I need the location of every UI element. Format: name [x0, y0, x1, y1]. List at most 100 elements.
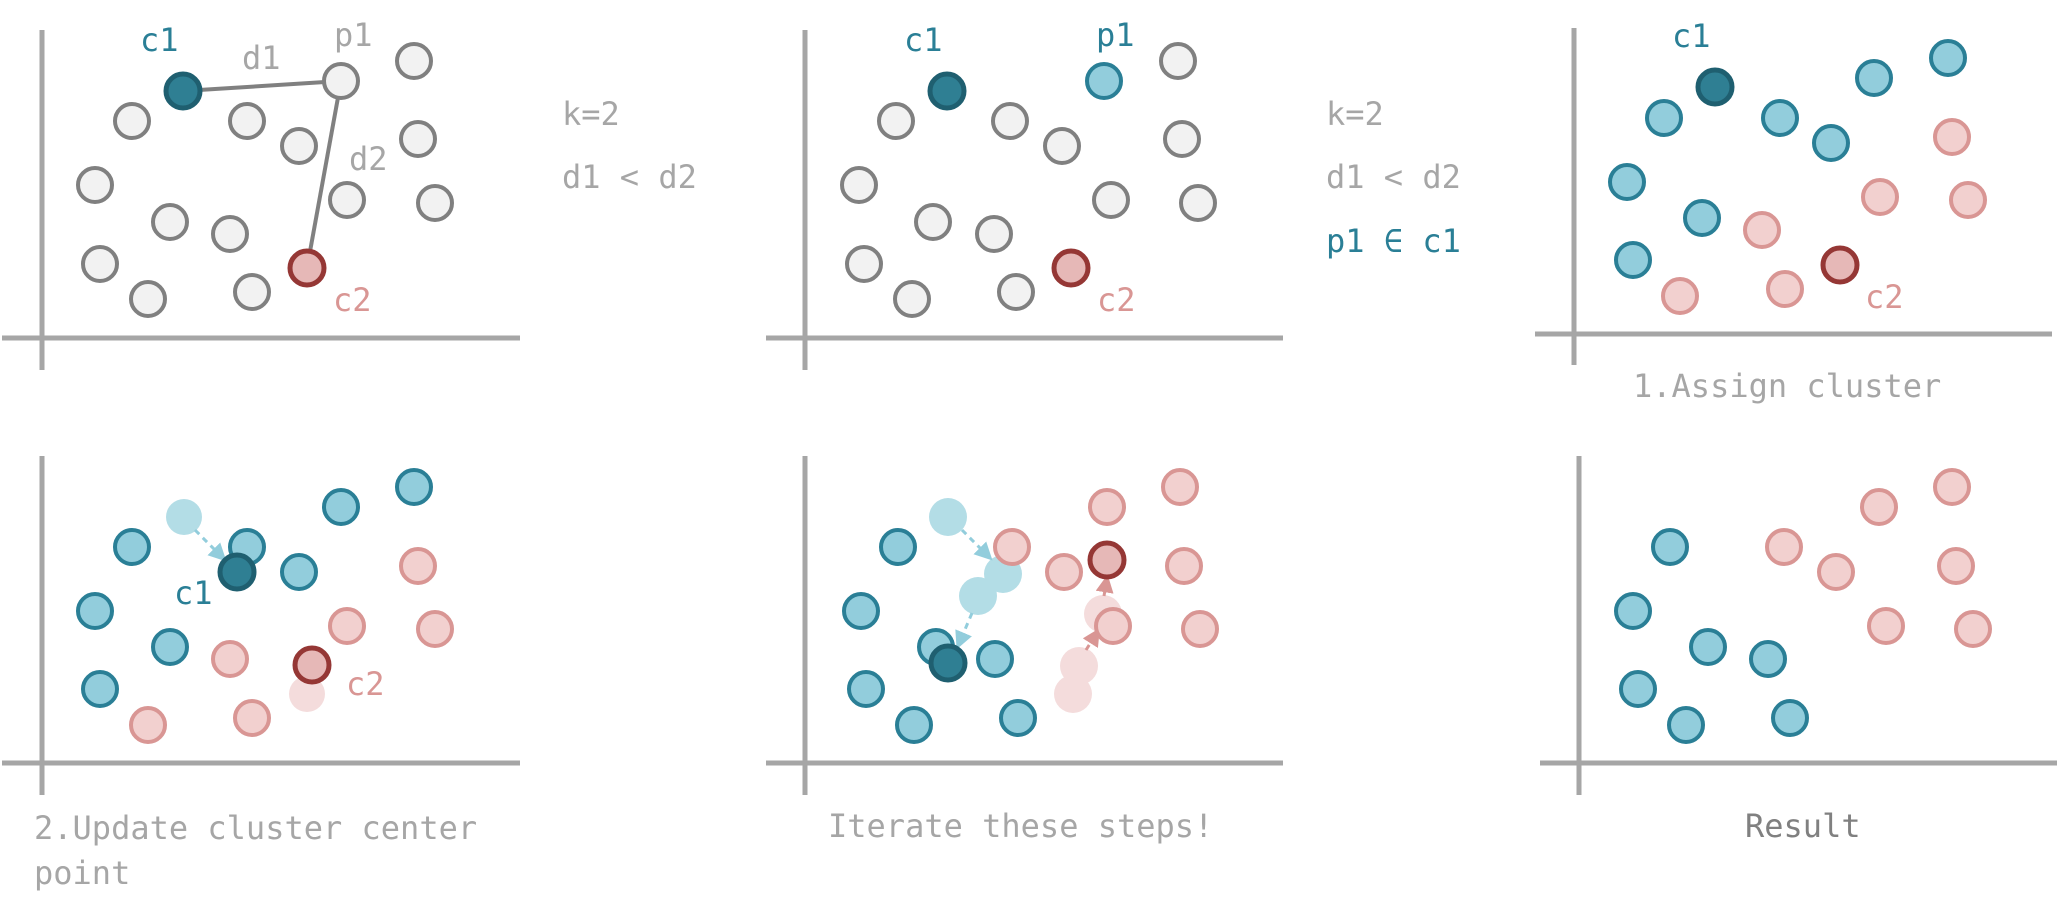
point: [129, 280, 167, 318]
point: [1619, 670, 1657, 708]
point: [280, 127, 318, 165]
note-2: k=2 d1 < d2 p1 ∈ c1: [1326, 95, 1461, 260]
point: [847, 670, 885, 708]
point: [1855, 59, 1893, 97]
point: [914, 203, 952, 241]
centroid-c2: [1087, 540, 1127, 580]
caption-assign: 1.Assign cluster: [1633, 367, 1941, 405]
panel-5-axes: [766, 456, 1283, 795]
old-centroid-c1: [166, 499, 202, 535]
panel-5-blue-points: [842, 528, 1037, 744]
centroid-c2: [287, 248, 327, 288]
panel-1-axes: [2, 30, 520, 370]
point: [113, 102, 151, 140]
point: [1861, 178, 1899, 216]
point: [1165, 547, 1203, 585]
centroid-c1: [1695, 67, 1735, 107]
point: [1683, 199, 1721, 237]
panel-3-axes: [1535, 28, 2052, 365]
panel-3-assign: c1 c2 1.Assign cluster: [1535, 17, 2052, 405]
note-1-compare: d1 < d2: [562, 158, 697, 196]
point: [1954, 610, 1992, 648]
ghost-centroids-c1: [929, 498, 1022, 615]
move-arrow-c1: [193, 528, 227, 562]
point: [1817, 553, 1855, 591]
point: [322, 488, 360, 526]
point: [211, 640, 249, 678]
point: [76, 166, 114, 204]
panel-3-red-points: [1661, 118, 1987, 315]
point: [975, 215, 1013, 253]
caption-iterate: Iterate these steps!: [828, 807, 1213, 845]
point: [1929, 39, 1967, 77]
point: [280, 553, 318, 591]
point: [997, 273, 1035, 311]
label-d2: d2: [349, 140, 388, 178]
centroid-c2: [292, 645, 332, 685]
point: [1937, 547, 1975, 585]
label-c2: c2: [1097, 281, 1136, 319]
point: [1949, 181, 1987, 219]
point: [1661, 277, 1699, 315]
point: [151, 203, 189, 241]
point: [893, 280, 931, 318]
label-p1: p1: [1096, 16, 1135, 54]
panel-6-result: Result: [1540, 456, 2057, 845]
panel-2-points: [840, 42, 1217, 318]
point: [1179, 184, 1217, 222]
point: [1933, 468, 1971, 506]
old-centroid-c2: [289, 676, 325, 712]
point: [81, 245, 119, 283]
point: [1933, 118, 1971, 156]
label-c1: c1: [1672, 17, 1711, 55]
point: [1608, 163, 1646, 201]
panel-5-red-points: [993, 468, 1219, 648]
point: [81, 670, 119, 708]
note-2-k: k=2: [1326, 95, 1384, 133]
point: [999, 699, 1037, 737]
d2-line: [305, 80, 343, 269]
panel-1-points: [76, 42, 454, 318]
panel-5-iterate: Iterate these steps!: [766, 456, 1283, 845]
point: [1765, 528, 1803, 566]
point: [877, 102, 915, 140]
point: [879, 528, 917, 566]
point: [1045, 553, 1083, 591]
point-p1: [322, 62, 360, 100]
panel-6-red-points: [1765, 468, 1992, 648]
point: [991, 102, 1029, 140]
label-c1: c1: [904, 21, 943, 59]
panel-4-axes: [2, 456, 520, 795]
point: [842, 592, 880, 630]
point: [228, 102, 266, 140]
panel-4-blue-points: [76, 468, 433, 708]
point: [1651, 528, 1689, 566]
path-arrow-c2-b: [1095, 574, 1114, 597]
point: [151, 628, 189, 666]
point: [399, 120, 437, 158]
point: [233, 273, 271, 311]
note-2-membership: p1 ∈ c1: [1326, 222, 1461, 260]
point: [895, 706, 933, 744]
point: [1159, 42, 1197, 80]
ghost-centroid: [959, 577, 997, 615]
point: [1667, 706, 1705, 744]
panel-4-update: c1 c2 2.Update cluster center point: [2, 456, 520, 892]
point: [1043, 127, 1081, 165]
caption-update-line-2: point: [34, 854, 130, 892]
panel-6-axes: [1540, 456, 2057, 795]
caption-update-line-1: 2.Update cluster center: [34, 809, 477, 847]
point: [1749, 640, 1787, 678]
panel-3-blue-points: [1608, 39, 1967, 279]
point: [1743, 211, 1781, 249]
label-c2: c2: [333, 281, 372, 319]
label-p1: p1: [334, 16, 373, 54]
point: [1614, 592, 1652, 630]
path-arrow-c2-a: [1082, 627, 1100, 651]
point-p1: [1085, 62, 1123, 100]
point: [399, 547, 437, 585]
point: [1867, 607, 1905, 645]
point: [113, 528, 151, 566]
point: [416, 184, 454, 222]
